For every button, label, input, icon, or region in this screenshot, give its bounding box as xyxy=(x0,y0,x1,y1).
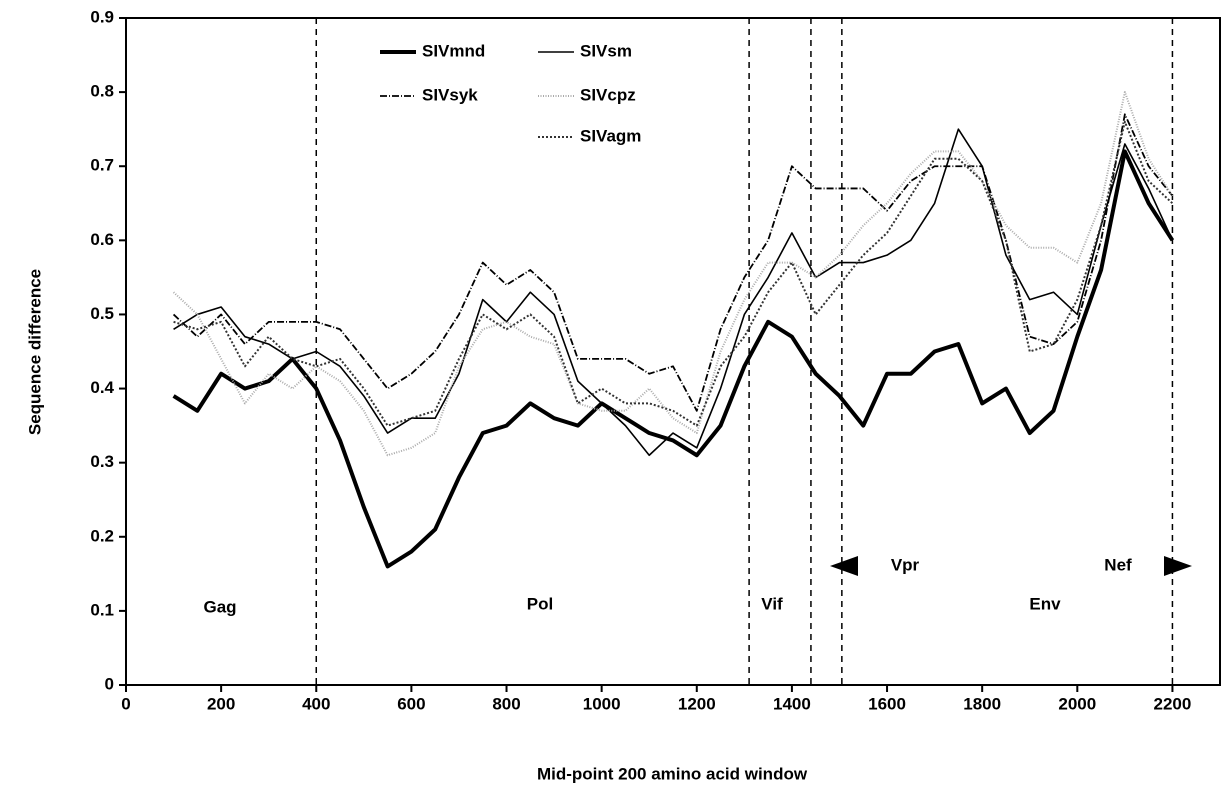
x-tick-label: 2000 xyxy=(1058,694,1096,713)
y-tick-label: 0.4 xyxy=(90,378,114,397)
x-tick-label: 400 xyxy=(302,694,330,713)
region-label: Vif xyxy=(761,594,783,613)
region-label: Vpr xyxy=(891,555,920,574)
legend-label: SIVmnd xyxy=(422,41,485,60)
y-tick-label: 0.7 xyxy=(90,156,114,175)
region-label: Pol xyxy=(527,594,553,613)
y-tick-label: 0.6 xyxy=(90,230,114,249)
region-label: Nef xyxy=(1104,555,1132,574)
nef-arrow xyxy=(1164,556,1192,576)
x-tick-label: 600 xyxy=(397,694,425,713)
x-tick-label: 1600 xyxy=(868,694,906,713)
y-tick-label: 0.9 xyxy=(90,7,114,26)
y-tick-label: 0.8 xyxy=(90,82,114,101)
x-tick-label: 0 xyxy=(121,694,130,713)
legend-label: SIVcpz xyxy=(580,85,636,104)
region-label: Env xyxy=(1029,594,1061,613)
x-tick-label: 1800 xyxy=(963,694,1001,713)
y-tick-label: 0.2 xyxy=(90,526,114,545)
x-tick-label: 1000 xyxy=(583,694,621,713)
x-axis-label: Mid-point 200 amino acid window xyxy=(537,764,808,783)
plot-frame xyxy=(125,17,1221,686)
y-tick-label: 0.5 xyxy=(90,304,114,323)
legend-label: SIVsm xyxy=(580,41,632,60)
series-line xyxy=(172,149,1175,569)
x-tick-label: 200 xyxy=(207,694,235,713)
series-line xyxy=(172,91,1174,457)
vpr-arrow xyxy=(830,556,858,576)
series-line xyxy=(172,113,1174,412)
x-tick-label: 800 xyxy=(492,694,520,713)
legend-label: SIVagm xyxy=(580,126,641,145)
legend-label: SIVsyk xyxy=(422,85,478,104)
y-tick-label: 0.3 xyxy=(90,452,114,471)
y-axis-label: Sequence difference xyxy=(25,269,44,435)
region-label: Gag xyxy=(203,597,236,616)
x-tick-label: 2200 xyxy=(1154,694,1192,713)
y-tick-label: 0 xyxy=(105,674,114,693)
series-line xyxy=(173,120,1174,427)
x-tick-label: 1200 xyxy=(678,694,716,713)
y-tick-label: 0.1 xyxy=(90,600,114,619)
x-tick-label: 1400 xyxy=(773,694,811,713)
series-line xyxy=(173,128,1174,457)
